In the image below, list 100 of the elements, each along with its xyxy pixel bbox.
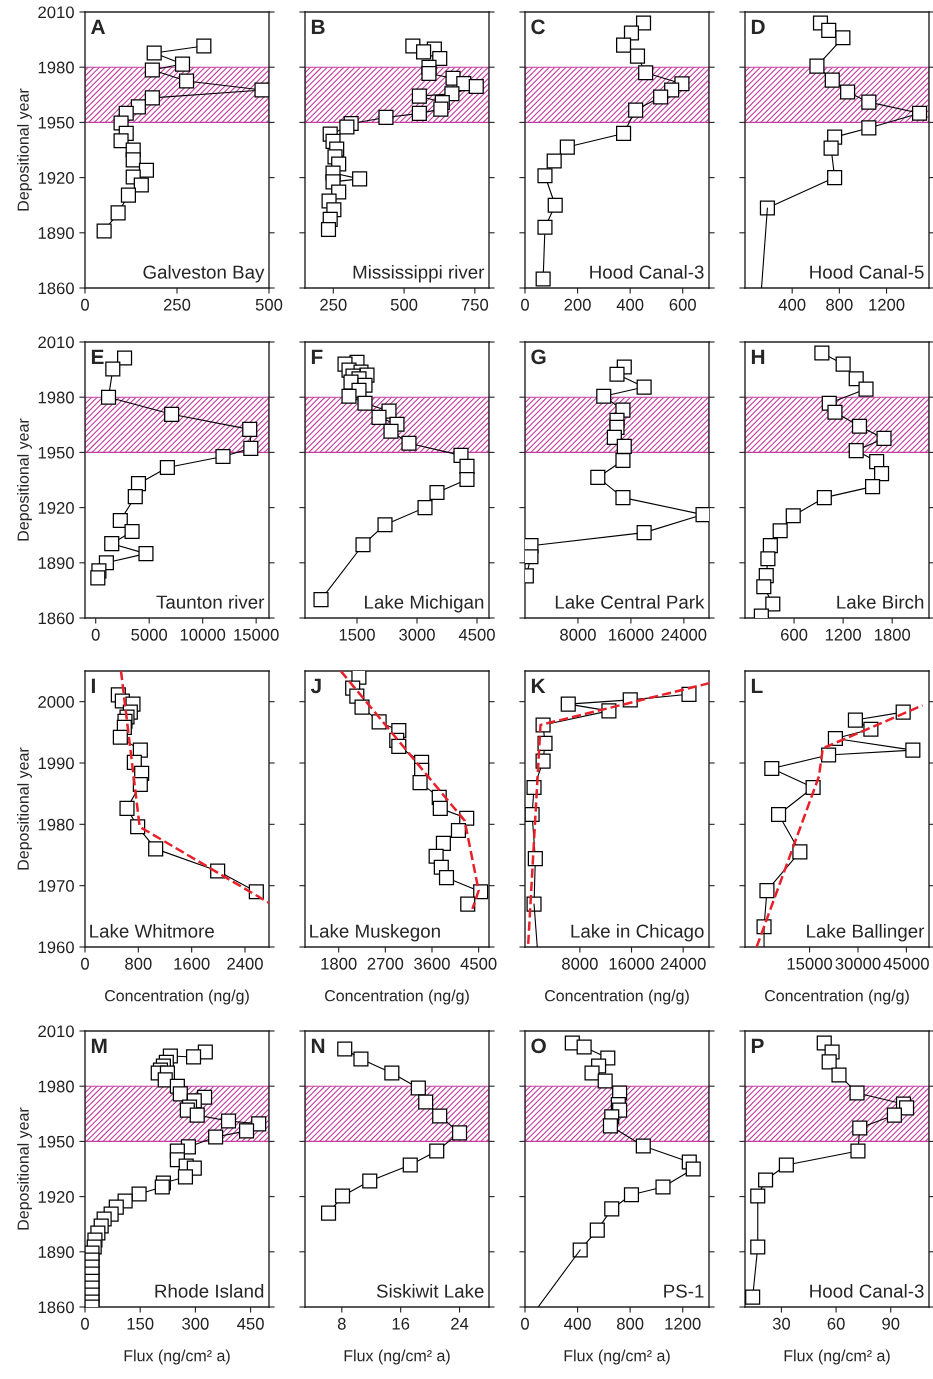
x-tick-label: 750 bbox=[461, 298, 489, 311]
y-tick-label: 2000 bbox=[38, 696, 74, 708]
x-tick-label: 250 bbox=[320, 298, 347, 311]
y-tick-label: 1970 bbox=[38, 880, 74, 892]
x-tick-label: 0 bbox=[91, 628, 100, 641]
x-tick-label: 400 bbox=[564, 1317, 591, 1330]
annotation: PS-1 bbox=[664, 1284, 704, 1298]
x-tick-label: 400 bbox=[778, 298, 806, 311]
annotation: K bbox=[531, 678, 546, 693]
annotation: C bbox=[531, 19, 545, 35]
x-tick-label: 5000 bbox=[131, 628, 168, 641]
y-tick-label: 1990 bbox=[38, 757, 74, 770]
x-tick-label: 16000 bbox=[609, 957, 655, 970]
x-tick-label: 800 bbox=[826, 298, 853, 311]
x-tick-label: 250 bbox=[163, 298, 191, 311]
annotation: Lake Birch bbox=[837, 595, 924, 609]
x-tick-label: 800 bbox=[125, 957, 152, 970]
y-tick-label: 1950 bbox=[38, 116, 74, 129]
y-tick-label: 1890 bbox=[38, 1246, 74, 1258]
annotation: Rhode Island bbox=[155, 1284, 264, 1298]
y-tick-label: 1920 bbox=[38, 172, 74, 184]
x-tick-label: 30000 bbox=[835, 957, 881, 970]
x-tick-label: 0 bbox=[81, 957, 89, 970]
x-tick-label: 1200 bbox=[869, 298, 905, 311]
annotation: Lake Whitmore bbox=[90, 924, 214, 938]
y-tick-label: 1920 bbox=[38, 1191, 74, 1203]
y-tick-label: 1860 bbox=[38, 612, 74, 625]
x-axis-title: Concentration (ng/g) bbox=[765, 989, 909, 1005]
x-tick-label: 90 bbox=[882, 1317, 900, 1330]
y-tick-label: 1980 bbox=[38, 1080, 74, 1093]
x-axis-title: Flux (ng/cm² a) bbox=[564, 1349, 670, 1365]
y-tick-label: 2010 bbox=[38, 6, 74, 19]
x-tick-label: 500 bbox=[255, 298, 283, 311]
y-tick-label: 1890 bbox=[38, 227, 74, 239]
y-tick-label: 1860 bbox=[38, 1301, 74, 1314]
annotation: Lake in Chicago bbox=[571, 924, 704, 942]
annotation: B bbox=[311, 19, 325, 34]
annotation: M bbox=[91, 1038, 107, 1053]
y-axis-title: Depositional year bbox=[17, 88, 32, 211]
y-tick-label: 2010 bbox=[38, 336, 74, 349]
x-axis-title: Flux (ng/cm² a) bbox=[124, 1349, 230, 1365]
x-tick-label: 8 bbox=[337, 1317, 346, 1330]
x-axis-title: Flux (ng/cm² a) bbox=[344, 1349, 450, 1365]
x-tick-label: 1200 bbox=[825, 628, 862, 641]
x-tick-label: 1800 bbox=[321, 957, 357, 970]
x-tick-label: 300 bbox=[182, 1317, 209, 1330]
annotation: Mississippi river bbox=[353, 265, 485, 283]
x-tick-label: 24000 bbox=[660, 957, 706, 970]
annotation: J bbox=[310, 678, 321, 694]
x-tick-label: 600 bbox=[781, 628, 808, 641]
annotation: F bbox=[311, 349, 323, 364]
annotation: Lake Michigan bbox=[365, 595, 484, 613]
x-tick-label: 24000 bbox=[661, 628, 707, 641]
y-tick-label: 1980 bbox=[38, 61, 74, 74]
x-tick-label: 24 bbox=[451, 1317, 469, 1330]
y-tick-label: 1980 bbox=[38, 391, 74, 404]
x-tick-label: 1600 bbox=[174, 957, 210, 970]
x-tick-label: 3000 bbox=[399, 628, 435, 641]
y-tick-label: 1980 bbox=[38, 818, 74, 831]
x-tick-label: 60 bbox=[827, 1317, 845, 1330]
annotation: I bbox=[91, 678, 95, 693]
x-tick-label: 15000 bbox=[234, 628, 279, 641]
x-tick-label: 4500 bbox=[460, 957, 497, 970]
y-tick-label: 2010 bbox=[38, 1025, 74, 1038]
annotation: E bbox=[91, 349, 104, 364]
x-tick-label: 0 bbox=[81, 1317, 89, 1330]
x-tick-label: 8000 bbox=[562, 957, 598, 970]
x-axis-title: Concentration (ng/g) bbox=[545, 989, 689, 1005]
annotation: Lake Muskegon bbox=[310, 924, 440, 942]
x-axis-title: Concentration (ng/g) bbox=[325, 989, 469, 1005]
annotation: G bbox=[531, 349, 546, 365]
x-tick-label: 0 bbox=[81, 298, 89, 311]
y-axis-title: Depositional year bbox=[17, 418, 32, 541]
annotation: Hood Canal-3 bbox=[590, 265, 704, 279]
annotation: Siskiwit Lake bbox=[376, 1284, 484, 1298]
y-axis-title: Depositional year bbox=[17, 747, 32, 870]
x-tick-label: 45000 bbox=[883, 957, 929, 970]
y-tick-label: 1860 bbox=[38, 282, 74, 295]
x-tick-label: 500 bbox=[390, 298, 418, 311]
x-tick-label: 10000 bbox=[180, 628, 226, 641]
annotation: L bbox=[751, 678, 763, 693]
x-tick-label: 8000 bbox=[560, 628, 596, 641]
annotation: H bbox=[751, 349, 765, 364]
y-tick-label: 1920 bbox=[38, 502, 74, 514]
x-tick-label: 200 bbox=[564, 298, 591, 311]
annotation: P bbox=[751, 1038, 764, 1053]
x-axis-title: Flux (ng/cm² a) bbox=[784, 1349, 890, 1365]
x-tick-label: 2400 bbox=[227, 957, 263, 970]
x-tick-label: 16000 bbox=[609, 628, 654, 641]
annotation: N bbox=[311, 1038, 325, 1053]
x-tick-label: 15000 bbox=[787, 957, 833, 970]
y-tick-label: 1960 bbox=[38, 941, 74, 954]
x-tick-label: 400 bbox=[616, 298, 644, 311]
annotation: Galveston Bay bbox=[143, 265, 265, 283]
x-tick-label: 30 bbox=[772, 1317, 791, 1330]
annotation: Hood Canal-5 bbox=[810, 265, 924, 279]
x-tick-label: 600 bbox=[669, 298, 696, 311]
y-tick-label: 1890 bbox=[38, 557, 74, 569]
x-tick-label: 800 bbox=[616, 1317, 644, 1330]
x-tick-label: 1200 bbox=[665, 1317, 701, 1330]
